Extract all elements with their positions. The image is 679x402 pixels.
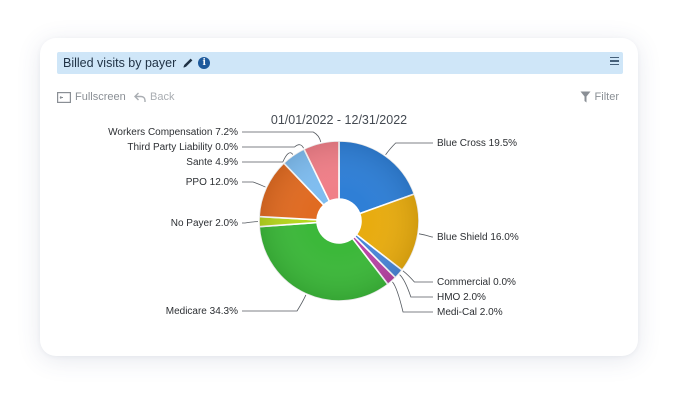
leader-line-blue-cross [385,142,433,155]
leader-line-workers-compensation [242,131,322,143]
slice-label-hmo: HMO 2.0% [437,292,486,303]
panel-header: Billed visits by payer i [57,52,623,74]
slice-label-medi-cal: Medi-Cal 2.0% [437,307,503,318]
leader-line-medicare [242,294,307,312]
filter-label: Filter [594,91,619,103]
fullscreen-button[interactable]: Fullscreen [57,91,126,103]
chart-subtitle: 01/01/2022 - 12/31/2022 [271,113,407,127]
slice-label-third-party-liability: Third Party Liability 0.0% [127,142,238,153]
leader-line-third-party-liability [242,144,304,149]
leader-line-no-payer [242,221,259,224]
donut-hole [317,199,361,243]
hamburger-menu-icon[interactable] [610,57,619,67]
back-button[interactable]: Back [134,91,174,103]
slice-label-medicare: Medicare 34.3% [166,306,238,317]
slice-label-no-payer: No Payer 2.0% [171,218,238,229]
slice-label-commercial: Commercial 0.0% [437,277,516,288]
fullscreen-icon [57,91,71,103]
labels-group: Blue Cross 19.5% Blue Shield 16.0% Commerc… [108,127,519,318]
filter-button[interactable]: Filter [580,91,619,103]
leader-line-hmo [399,274,433,298]
payer-donut-chart: 01/01/2022 - 12/31/2022 Blue Cross 19.5%… [108,113,519,318]
widget-card: Billed visits by payer i Fullscreen Back [40,38,638,356]
slice-label-blue-shield: Blue Shield 16.0% [437,232,519,243]
panel-title: Billed visits by payer [63,56,177,70]
slice-label-workers-compensation: Workers Compensation 7.2% [108,127,238,138]
leader-line-sante [242,152,294,163]
back-label: Back [150,91,175,103]
info-icon[interactable]: i [198,57,211,69]
leader-line-ppo [242,181,266,188]
back-arrow-icon [134,92,146,102]
fullscreen-label: Fullscreen [75,91,126,103]
leader-line-commercial [402,270,433,283]
slice-label-sante: Sante 4.9% [186,157,238,168]
pencil-icon[interactable] [182,57,194,69]
leader-line-blue-shield [418,233,433,238]
filter-funnel-icon [580,91,591,103]
slice-label-blue-cross: Blue Cross 19.5% [437,138,517,149]
leader-line-medi-cal [392,281,433,313]
slice-label-ppo: PPO 12.0% [186,177,238,188]
